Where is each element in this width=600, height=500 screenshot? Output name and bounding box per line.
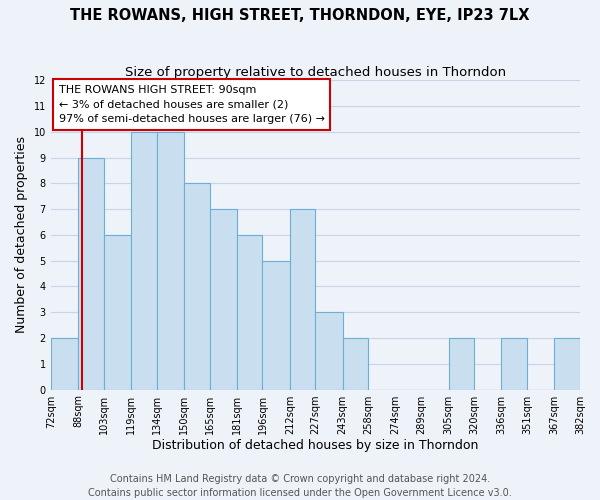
Bar (343, 338, 368, 390)
Bar (554, 338, 580, 390)
Text: THE ROWANS, HIGH STREET, THORNDON, EYE, IP23 7LX: THE ROWANS, HIGH STREET, THORNDON, EYE, … (70, 8, 530, 22)
Bar (78, 158, 104, 390)
Bar (184, 184, 209, 390)
Bar (51, 338, 78, 390)
Text: Contains HM Land Registry data © Crown copyright and database right 2024.
Contai: Contains HM Land Registry data © Crown c… (88, 474, 512, 498)
Bar (209, 209, 237, 390)
Bar (104, 235, 131, 390)
Bar (290, 209, 316, 390)
Y-axis label: Number of detached properties: Number of detached properties (15, 136, 28, 334)
Bar (237, 235, 262, 390)
Bar (131, 132, 157, 390)
Text: THE ROWANS HIGH STREET: 90sqm
← 3% of detached houses are smaller (2)
97% of sem: THE ROWANS HIGH STREET: 90sqm ← 3% of de… (59, 85, 325, 124)
X-axis label: Distribution of detached houses by size in Thorndon: Distribution of detached houses by size … (152, 440, 479, 452)
Bar (157, 132, 184, 390)
Bar (262, 260, 290, 390)
Bar (316, 312, 343, 390)
Title: Size of property relative to detached houses in Thorndon: Size of property relative to detached ho… (125, 66, 506, 79)
Bar (502, 338, 527, 390)
Bar (449, 338, 474, 390)
